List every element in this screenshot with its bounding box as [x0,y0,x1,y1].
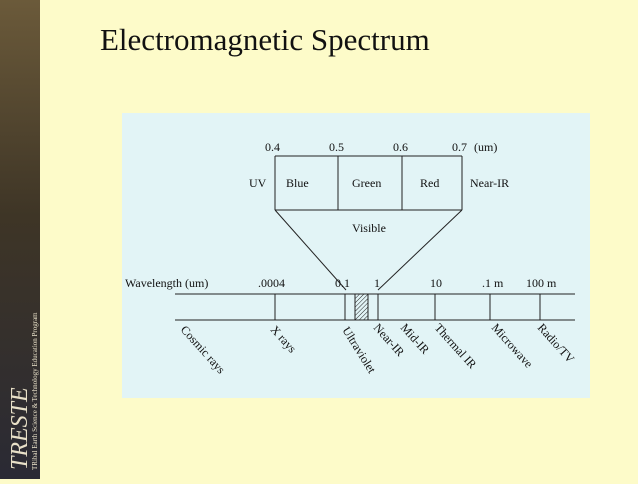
tick-label: .1 m [482,276,504,290]
visible-label: Visible [352,221,386,235]
slide-title: Electromagnetic Spectrum [100,22,430,57]
tick-label: 10 [430,276,442,290]
tick-label: 0.7 [452,140,467,154]
band-label: Blue [286,176,309,190]
tick-label: 0.1 [335,276,350,290]
diagram-panel [122,113,590,398]
axis-label: Wavelength (um) [125,276,208,290]
visible-box [274,155,463,291]
sidebar-logo: TRESTE [7,387,33,470]
unit-label: (um) [474,140,497,154]
wavelength-bar [175,293,575,321]
band-label: Green [352,176,381,190]
tick-label: 100 m [526,276,557,290]
band-label: Red [420,176,439,190]
tick-label: .0004 [258,276,285,290]
sidebar-program: TRibal Earth Science & Technology Educat… [31,312,39,470]
tick-label: 0.5 [329,140,344,154]
tick-label: 0.4 [265,140,280,154]
band-label: Near-IR [470,176,509,190]
band-label: UV [249,176,267,190]
tick-label: 0.6 [393,140,408,154]
sidebar [0,0,40,479]
tick-label: 1 [374,276,380,290]
